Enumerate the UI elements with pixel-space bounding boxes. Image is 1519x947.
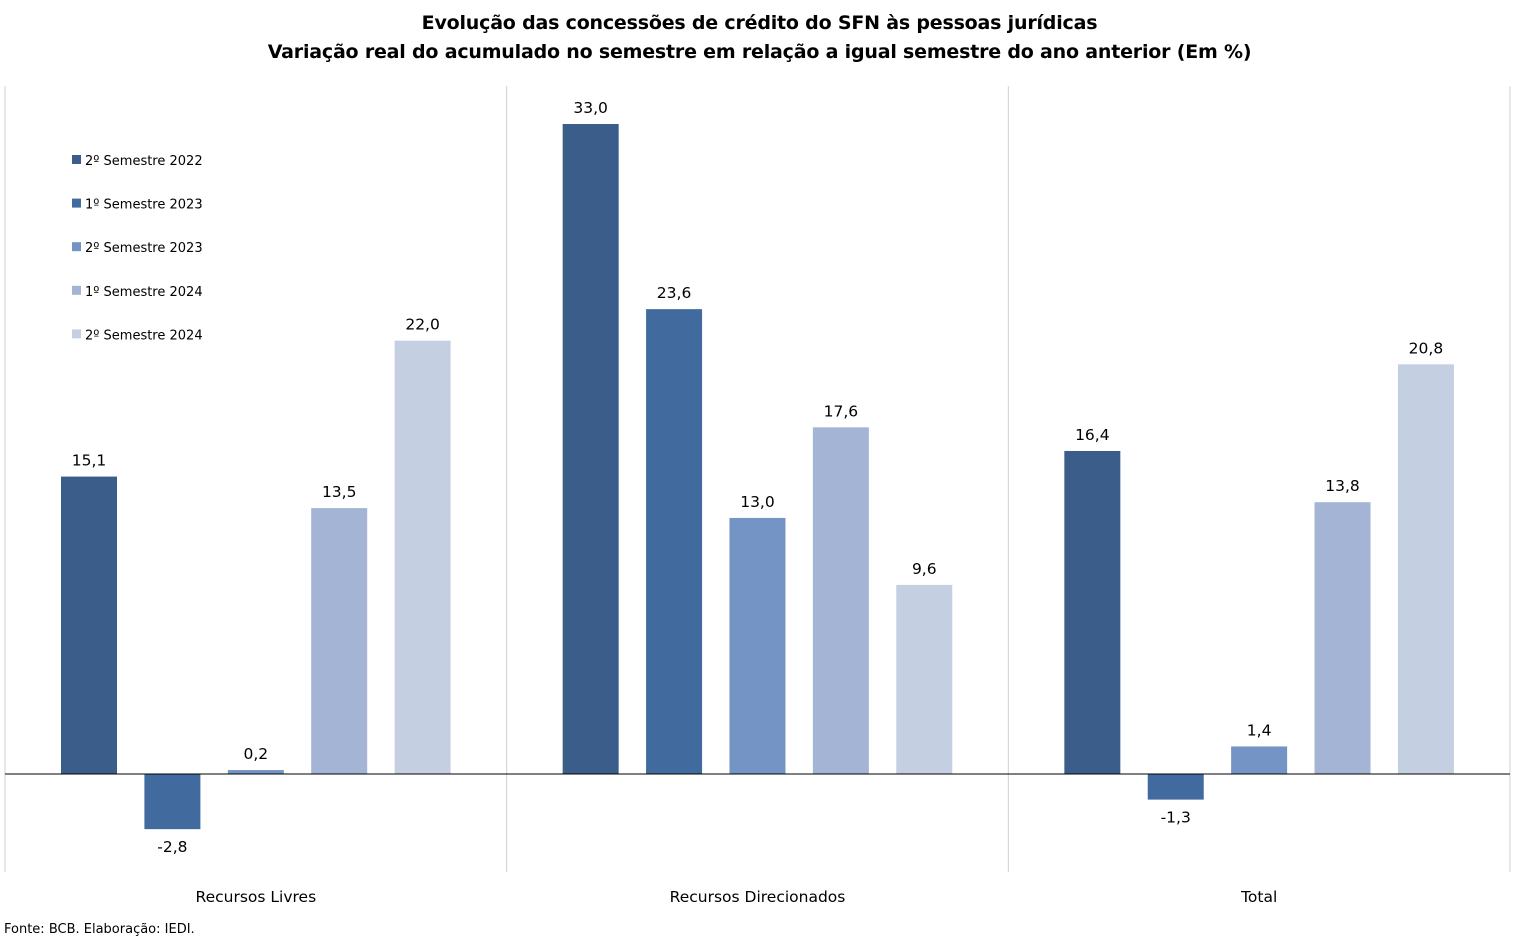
bar (227, 770, 284, 774)
legend-swatch (72, 155, 81, 164)
data-label: 13,8 (1325, 477, 1360, 495)
data-label: 23,6 (657, 284, 692, 302)
data-label: 13,0 (740, 493, 775, 511)
data-label: 15,1 (72, 452, 107, 470)
bar (144, 774, 201, 830)
bar (896, 584, 953, 774)
data-label: 17,6 (824, 402, 859, 420)
data-label: 1,4 (1247, 721, 1272, 739)
data-label: -2,8 (157, 838, 187, 856)
bar (812, 427, 869, 774)
legend-swatch (72, 285, 81, 295)
chart-title: Evolução das concessões de crédito do SF… (421, 12, 1098, 34)
data-label: 16,4 (1075, 426, 1110, 444)
data-label: 13,5 (322, 483, 357, 501)
bar (562, 124, 619, 774)
bar (1147, 774, 1204, 800)
data-label: 33,0 (573, 99, 608, 117)
bar (729, 517, 786, 774)
bar (1314, 502, 1371, 774)
bar (61, 476, 117, 774)
bar (311, 508, 368, 774)
data-label: 20,8 (1409, 339, 1444, 357)
source-note: Fonte: BCB. Elaboração: IEDI. (4, 922, 195, 937)
legend-swatch (72, 242, 81, 252)
bar (646, 309, 703, 774)
data-label: 9,6 (912, 560, 937, 578)
legend-swatch (72, 198, 81, 208)
legend-label: 1º Semestre 2024 (85, 285, 203, 300)
bar (1231, 746, 1288, 774)
data-label: 0,2 (243, 745, 268, 763)
category-label: Total (1240, 888, 1277, 906)
category-label: Recursos Direcionados (670, 888, 846, 906)
legend-label: 2º Semestre 2023 (85, 241, 203, 256)
legend-label: 2º Semestre 2024 (85, 328, 203, 343)
legend-swatch (72, 329, 81, 339)
chart-subtitle: Variação real do acumulado no semestre e… (267, 41, 1252, 63)
data-label: 22,0 (405, 316, 440, 334)
legend-label: 1º Semestre 2023 (85, 198, 203, 213)
legend-label: 2º Semestre 2022 (85, 154, 203, 169)
category-label: Recursos Livres (196, 888, 317, 906)
bar (1064, 450, 1121, 774)
data-label: -1,3 (1161, 809, 1191, 827)
bar (394, 340, 451, 774)
bar (1397, 364, 1454, 774)
